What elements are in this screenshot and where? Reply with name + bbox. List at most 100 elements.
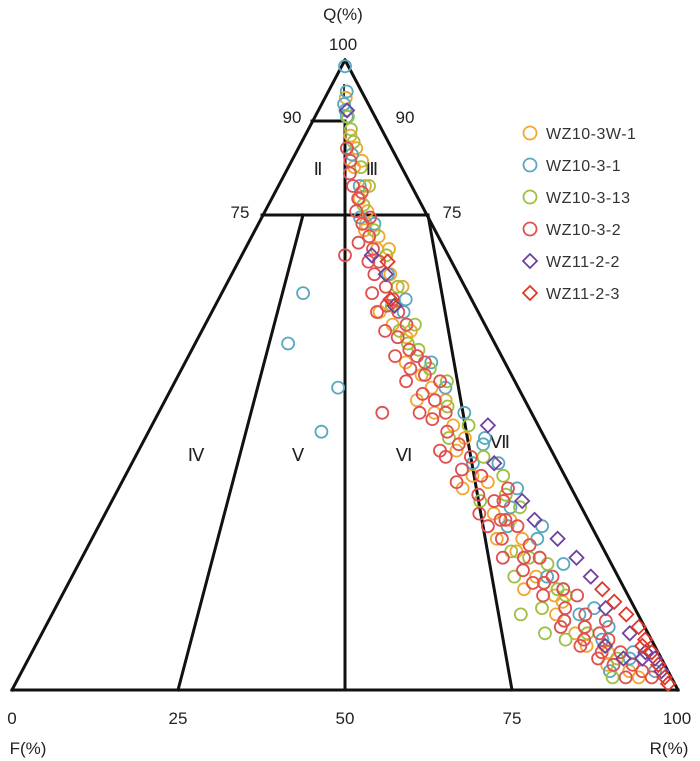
data-point: [472, 506, 487, 521]
data-point: [516, 563, 530, 578]
data-point: [530, 531, 545, 546]
legend-marker: [522, 157, 538, 173]
data-point: [338, 59, 352, 74]
data-point: [634, 637, 651, 655]
data-point: [496, 494, 511, 508]
data-point: [391, 305, 406, 319]
data-point: [494, 531, 509, 546]
data-point: [536, 588, 550, 603]
data-point: [395, 279, 410, 294]
data-point: [341, 109, 355, 124]
data-point: [354, 185, 369, 200]
data-point: [513, 500, 527, 515]
data-point: [526, 511, 543, 529]
legend-label: WZ10-3-13: [546, 190, 631, 207]
data-point: [487, 494, 502, 508]
legend-marker: [521, 252, 539, 270]
data-point: [396, 305, 411, 319]
data-point: [386, 297, 403, 314]
data-point: [513, 607, 528, 622]
data-point: [636, 631, 654, 648]
data-point: [403, 361, 418, 376]
base-tick-100: 100: [663, 709, 691, 728]
data-point: [526, 576, 540, 590]
data-point: [550, 582, 565, 597]
apex-label: Q(%): [323, 5, 363, 24]
data-point: [399, 374, 414, 389]
data-point: [591, 651, 605, 666]
data-point: [379, 298, 394, 313]
data-point: [556, 582, 571, 597]
zone-label-7: Ⅶ: [490, 432, 510, 452]
data-point: [501, 481, 515, 496]
base-tick-0: 0: [7, 709, 16, 728]
series-1: [338, 90, 646, 685]
data-point: [433, 443, 447, 458]
data-point: [606, 657, 621, 672]
data-point: [618, 670, 633, 685]
data-point: [378, 323, 393, 338]
data-point: [643, 643, 661, 661]
data-point: [538, 626, 552, 641]
data-point: [625, 657, 640, 672]
data-point: [498, 487, 513, 502]
data-point: [353, 160, 368, 175]
data-point: [477, 431, 492, 445]
data-point: [281, 336, 296, 351]
data-point: [613, 645, 628, 660]
zone-label-2: Ⅱ: [314, 159, 323, 179]
legend-label: WZ11-2-2: [546, 254, 620, 271]
zone-label-1: Ⅰ: [341, 81, 346, 101]
data-point: [425, 412, 440, 427]
legend: WZ10-3W-1 WZ10-3-1 WZ10-3-13 WZ10-3-2 WZ11-2…: [521, 125, 636, 303]
data-point: [507, 569, 522, 584]
data-point: [515, 531, 530, 546]
data-point: [594, 580, 611, 598]
data-point: [600, 657, 614, 672]
data-point: [496, 468, 511, 483]
data-point: [498, 513, 513, 527]
data-point: [415, 386, 430, 401]
data-point: [480, 519, 495, 534]
data-point: [378, 279, 393, 294]
triangle-frame: [9, 57, 681, 693]
base-tick-75: 75: [503, 709, 522, 728]
data-point: [337, 97, 352, 111]
zone-label-5: Ⅴ: [292, 445, 305, 465]
data-point: [367, 267, 382, 282]
data-point: [474, 468, 489, 483]
zone-label-6: Ⅵ: [396, 445, 413, 465]
data-point: [296, 286, 311, 301]
data-point: [463, 449, 478, 464]
data-point: [605, 593, 623, 611]
base-tick-25: 25: [169, 709, 188, 728]
legend-label: WZ11-2-3: [546, 286, 620, 303]
data-point: [485, 454, 503, 472]
data-point: [339, 84, 354, 99]
legend-marker: [522, 189, 538, 205]
data-point: [570, 588, 584, 603]
data-point: [351, 235, 366, 250]
data-point: [535, 519, 549, 534]
left-edge: [9, 57, 348, 693]
data-point: [513, 492, 531, 510]
data-point: [493, 513, 508, 527]
data-point: [379, 253, 396, 270]
data-point: [339, 141, 354, 156]
data-point: [417, 355, 432, 370]
data-point: [343, 128, 358, 143]
data-point: [363, 247, 381, 264]
data-point: [390, 330, 405, 345]
data-point: [398, 292, 413, 307]
data-point: [471, 487, 486, 502]
legend-label: WZ10-3-2: [546, 222, 621, 239]
data-point: [659, 675, 677, 692]
base-tick-50: 50: [336, 709, 355, 728]
data-point: [370, 305, 384, 319]
data-point: [522, 538, 537, 552]
data-point: [618, 606, 635, 623]
data-point: [342, 166, 357, 181]
r75-line: [426, 213, 514, 692]
data-point: [343, 122, 358, 137]
data-point: [365, 286, 380, 301]
